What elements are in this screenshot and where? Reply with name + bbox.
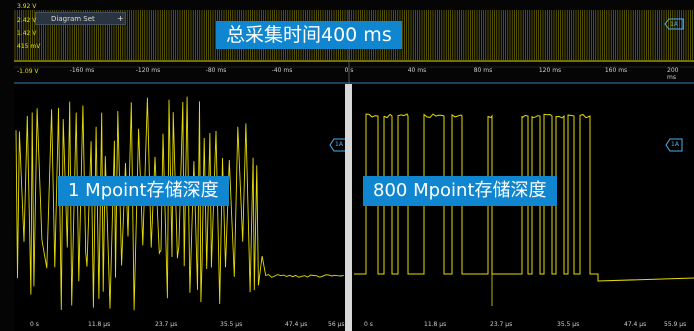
trigger-marker-icon <box>664 18 684 30</box>
y-label-3: 1.42 V <box>17 30 37 37</box>
add-diagram-button[interactable]: + <box>117 14 124 23</box>
tab-diagram-set-label: Diagram Set <box>51 15 95 23</box>
total-acquisition-time-banner: 总采集时间400 ms <box>216 21 402 49</box>
trigger-marker-left[interactable]: 1A <box>329 138 345 152</box>
zoom-panel-800mpoint[interactable]: 1A <box>352 86 694 331</box>
trigger-marker-top[interactable]: 1A <box>664 18 684 30</box>
y-label-4: 415 mV <box>17 43 41 50</box>
x-label-top-10: 200 ms <box>667 67 679 81</box>
x-label-top-5: 0 s <box>344 67 354 74</box>
trigger-marker-label: 1A <box>670 21 678 28</box>
x-label-left-1: 0 s <box>30 321 39 328</box>
y-label-2: 2.42 V <box>17 17 37 24</box>
x-label-top-9: 160 ms <box>604 67 628 74</box>
left-waveform-trace <box>15 96 344 311</box>
x-label-right-6: 55.9 µs <box>664 321 687 328</box>
x-label-top-7: 80 ms <box>473 67 493 74</box>
left-margin <box>0 84 14 331</box>
x-label-left-2: 11.8 µs <box>88 321 111 328</box>
trigger-marker-left-icon <box>329 138 345 152</box>
x-label-left-6: 56 µs <box>328 321 345 328</box>
x-label-top-3: -80 ms <box>205 67 227 74</box>
x-label-top-1: -160 ms <box>69 67 95 74</box>
panel-divider <box>345 84 352 331</box>
trigger-marker-right[interactable]: 1A <box>665 138 683 152</box>
trigger-marker-left-label: 1A <box>335 141 343 148</box>
right-waveform-trace <box>354 113 694 282</box>
left-trace-area <box>15 96 344 311</box>
x-label-top-2: -120 ms <box>135 67 161 74</box>
zoom-panel-1mpoint[interactable]: 1A <box>14 86 345 331</box>
x-label-right-5: 47.4 µs <box>624 321 647 328</box>
x-label-right-2: 11.8 µs <box>424 321 447 328</box>
x-label-top-8: 120 ms <box>538 67 562 74</box>
overview-waveform-strip[interactable]: Diagram Set + 3.92 V 2.42 V 1.42 V 415 m… <box>0 0 694 84</box>
right-trace-area <box>354 113 694 306</box>
trigger-marker-right-icon <box>665 138 683 152</box>
x-label-left-4: 35.5 µs <box>220 321 243 328</box>
y-label-1: 3.92 V <box>17 3 37 10</box>
x-label-right-3: 23.7 µs <box>490 321 513 328</box>
x-label-right-1: 0 s <box>364 321 373 328</box>
x-label-left-5: 47.4 µs <box>285 321 308 328</box>
memory-depth-800mpoint-banner: 800 Mpoint存储深度 <box>363 176 557 206</box>
x-label-left-3: 23.7 µs <box>155 321 178 328</box>
x-label-top-4: -40 ms <box>271 67 293 74</box>
y-label-5: -1.09 V <box>17 68 39 75</box>
x-label-top-6: 40 ms <box>407 67 427 74</box>
x-label-right-4: 35.5 µs <box>557 321 580 328</box>
tab-diagram-set[interactable]: Diagram Set <box>35 12 126 25</box>
memory-depth-1mpoint-banner: 1 Mpoint存储深度 <box>58 176 229 206</box>
trigger-marker-right-label: 1A <box>671 141 679 148</box>
